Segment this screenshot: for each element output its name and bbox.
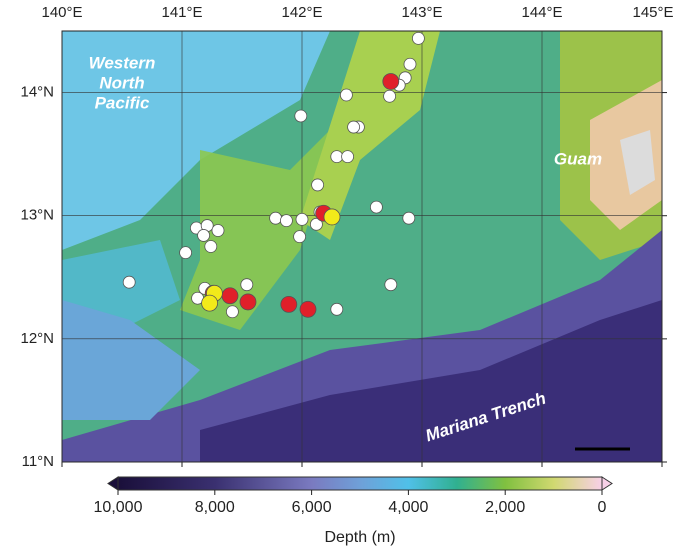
site-marker bbox=[341, 150, 355, 164]
site-marker bbox=[269, 211, 283, 225]
colorbar-tick-label: 8,000 bbox=[195, 499, 235, 516]
site-marker bbox=[197, 229, 211, 242]
site-marker bbox=[309, 217, 323, 231]
place-label: Pacific bbox=[95, 93, 150, 112]
lat-tick-label: 11°N bbox=[22, 453, 54, 470]
bathymetry bbox=[62, 31, 662, 462]
lon-tick-label: 145°E bbox=[632, 4, 673, 21]
colorbar-tick-label: 6,000 bbox=[292, 499, 332, 516]
site-marker bbox=[299, 300, 317, 318]
site-marker bbox=[211, 224, 225, 237]
site-marker bbox=[339, 88, 353, 102]
lat-tick-label: 14°N bbox=[20, 84, 54, 101]
site-marker bbox=[369, 200, 383, 214]
lon-tick-label: 144°E bbox=[521, 4, 562, 21]
site-marker bbox=[280, 295, 298, 313]
site-marker bbox=[323, 208, 341, 226]
site-marker bbox=[382, 73, 400, 90]
colorbar bbox=[117, 476, 603, 491]
colorbar-tick-label: 2,000 bbox=[485, 499, 525, 516]
site-marker bbox=[239, 293, 257, 311]
lat-tick-label: 12°N bbox=[20, 330, 54, 347]
site-marker bbox=[384, 278, 398, 292]
site-marker bbox=[293, 230, 307, 244]
site-marker bbox=[294, 109, 308, 123]
site-marker bbox=[383, 89, 397, 103]
lon-tick-label: 140°E bbox=[41, 4, 82, 21]
colorbar-end bbox=[601, 476, 613, 491]
site-marker bbox=[347, 120, 361, 134]
place-label: Guam bbox=[554, 149, 602, 168]
site-marker bbox=[311, 178, 325, 192]
place-label: North bbox=[99, 73, 144, 92]
lon-tick-label: 142°E bbox=[281, 4, 322, 21]
place-label: Western bbox=[89, 53, 156, 72]
lat-tick-label: 13°N bbox=[20, 207, 54, 224]
site-marker bbox=[201, 294, 219, 312]
site-marker bbox=[295, 213, 309, 226]
colorbar-title: Depth (m) bbox=[324, 529, 395, 546]
colorbar-end bbox=[107, 476, 119, 491]
site-marker bbox=[402, 211, 416, 225]
site-marker bbox=[122, 275, 136, 289]
site-marker bbox=[225, 305, 239, 319]
site-marker bbox=[403, 57, 417, 71]
site-marker bbox=[330, 302, 344, 316]
colorbar-tick-label: 0 bbox=[598, 499, 607, 516]
site-marker bbox=[179, 246, 193, 260]
lon-tick-label: 143°E bbox=[401, 4, 442, 21]
lon-tick-label: 141°E bbox=[161, 4, 202, 21]
site-marker bbox=[411, 31, 425, 45]
site-marker bbox=[204, 240, 218, 253]
site-marker bbox=[221, 287, 239, 305]
site-marker bbox=[240, 278, 254, 292]
site-marker bbox=[279, 214, 293, 228]
colorbar-tick-label: 4,000 bbox=[388, 499, 428, 516]
colorbar-tick-label: 10,000 bbox=[94, 499, 143, 516]
site-marker bbox=[330, 150, 344, 164]
